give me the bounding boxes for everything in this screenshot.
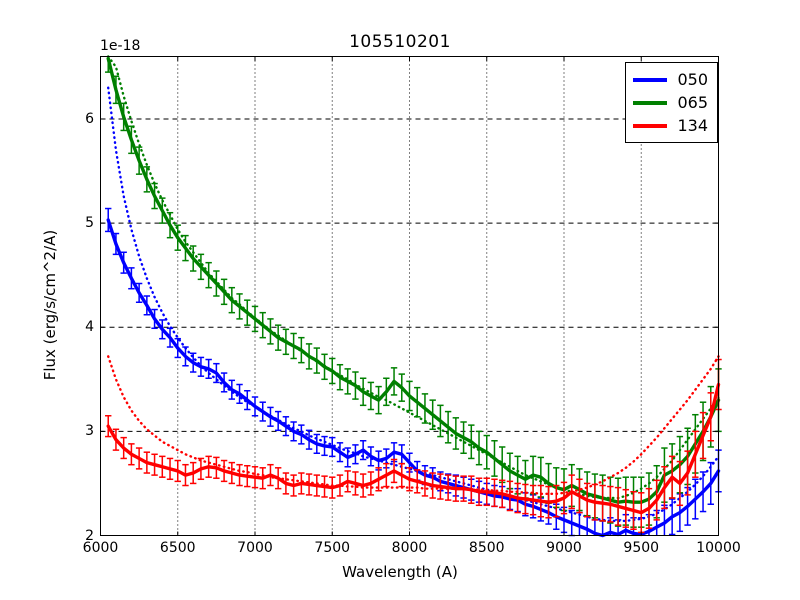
y-tick-label: 6 — [85, 110, 94, 127]
model-curve-065 — [107, 55, 720, 500]
data-series-group — [105, 55, 722, 538]
legend-label-065: 065 — [677, 92, 708, 112]
y-tick-label: 3 — [85, 423, 94, 440]
data-curve-050 — [106, 218, 721, 538]
x-tick-label: 7000 — [237, 540, 273, 556]
model-curve-134 — [107, 355, 720, 496]
tick-marks — [100, 56, 719, 536]
x-axis-label: Wavelength (A) — [342, 563, 458, 581]
legend: 050 065 134 — [625, 62, 718, 143]
x-tick-label: 8000 — [391, 540, 428, 556]
series-065 — [105, 55, 722, 528]
y-axis-offset-label: 1e-18 — [100, 38, 141, 54]
x-tick-label: 9500 — [623, 540, 660, 556]
error-bars-134 — [105, 358, 722, 534]
error-bars-050 — [105, 207, 722, 537]
x-tick-label: 8500 — [468, 540, 505, 556]
y-tick-label: 5 — [85, 215, 94, 232]
legend-item: 134 — [633, 114, 708, 137]
x-tick-label: 10000 — [696, 540, 741, 556]
x-tick-label: 6000 — [82, 540, 119, 556]
y-tick-label: 4 — [85, 319, 94, 336]
legend-swatch-050 — [633, 77, 668, 82]
y-tick-label: 2 — [85, 527, 94, 544]
legend-item: 065 — [633, 91, 708, 114]
x-tick-label: 7500 — [314, 540, 351, 556]
data-curve-134 — [106, 382, 721, 515]
x-tick-label: 6500 — [159, 540, 196, 556]
chart-title: 105510201 — [349, 32, 451, 52]
legend-label-134: 134 — [677, 115, 708, 135]
data-curve-065 — [106, 56, 721, 504]
legend-swatch-134 — [633, 123, 668, 128]
x-tick-label: 9000 — [546, 540, 582, 556]
series-050 — [105, 86, 722, 538]
legend-swatch-065 — [633, 100, 668, 105]
legend-item: 050 — [633, 68, 708, 91]
y-axis-label: Flux (erg/s/cm^2/A) — [41, 229, 59, 381]
series-134 — [105, 355, 722, 534]
grid-lines — [100, 56, 719, 536]
legend-label-050: 050 — [677, 69, 708, 89]
model-curve-050 — [107, 86, 720, 523]
